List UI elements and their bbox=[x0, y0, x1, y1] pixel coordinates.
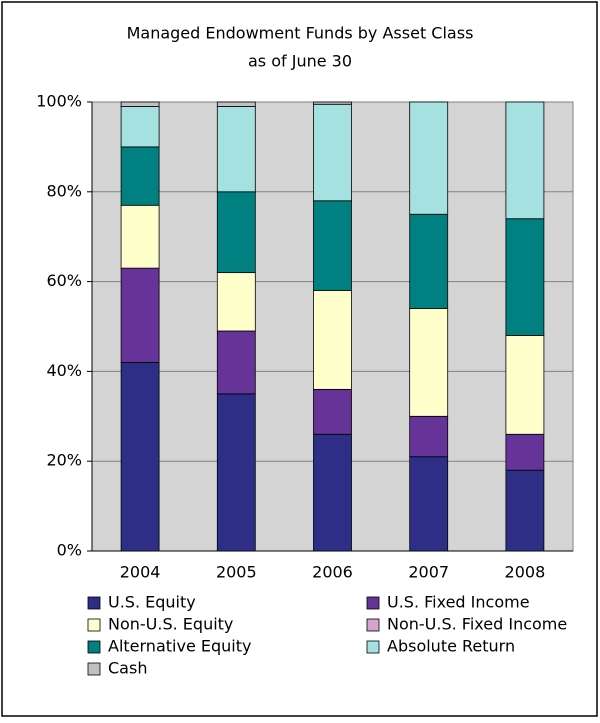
legend-swatch bbox=[87, 618, 101, 632]
legend-swatch bbox=[366, 640, 380, 654]
legend-label: Non-U.S. Equity bbox=[108, 615, 233, 634]
bar-segment bbox=[313, 290, 352, 390]
legend-label: U.S. Fixed Income bbox=[387, 593, 530, 612]
bar-segment bbox=[216, 191, 256, 274]
bar-segment bbox=[216, 101, 256, 107]
legend-swatch bbox=[87, 662, 101, 676]
bar-segment bbox=[120, 362, 160, 552]
chart-subtitle: as of June 30 bbox=[248, 52, 352, 71]
y-tick-label: 20% bbox=[46, 451, 82, 470]
bar-segment bbox=[120, 204, 160, 269]
bar-segment bbox=[409, 213, 449, 309]
bar-segment bbox=[313, 101, 352, 105]
y-tick-label: 40% bbox=[46, 361, 82, 380]
bar-segment bbox=[120, 146, 160, 206]
legend-label: Non-U.S. Fixed Income bbox=[387, 615, 567, 634]
x-tick-label: 2008 bbox=[505, 563, 546, 582]
bar-segment bbox=[409, 415, 449, 458]
bar-segment bbox=[505, 469, 545, 552]
bar-segment bbox=[409, 308, 449, 417]
x-tick-label: 2005 bbox=[216, 563, 257, 582]
legend-swatch bbox=[366, 596, 380, 610]
bar-segment bbox=[120, 101, 160, 107]
bar-segment bbox=[313, 103, 352, 202]
bar-segment bbox=[216, 330, 256, 395]
bar-segment bbox=[313, 200, 352, 291]
bar-segment bbox=[313, 388, 352, 435]
bar-segment bbox=[409, 101, 449, 215]
bar-segment bbox=[505, 218, 545, 336]
bar-segment bbox=[120, 267, 160, 363]
bar-segment bbox=[409, 456, 449, 552]
bar-segment bbox=[505, 335, 545, 435]
bar-segment bbox=[505, 433, 545, 471]
bar-segment bbox=[216, 106, 256, 193]
legend-label: Cash bbox=[108, 659, 147, 678]
y-tick-label: 80% bbox=[46, 181, 82, 200]
x-tick-label: 2004 bbox=[120, 563, 161, 582]
bar-segment bbox=[120, 106, 160, 148]
y-tick-label: 0% bbox=[57, 541, 82, 560]
legend-swatch bbox=[87, 596, 101, 610]
bar-segment bbox=[505, 101, 545, 220]
legend-label: U.S. Equity bbox=[108, 593, 196, 612]
y-tick-label: 60% bbox=[46, 271, 82, 290]
legend-label: Absolute Return bbox=[387, 637, 515, 656]
legend-swatch bbox=[366, 618, 380, 632]
y-tick-label: 100% bbox=[36, 92, 82, 111]
bar-segment bbox=[216, 393, 256, 552]
x-tick-label: 2006 bbox=[312, 563, 353, 582]
legend-label: Alternative Equity bbox=[108, 637, 251, 656]
x-tick-label: 2007 bbox=[408, 563, 449, 582]
chart-title: Managed Endowment Funds by Asset Class bbox=[127, 24, 474, 43]
legend-swatch bbox=[87, 640, 101, 654]
bar-segment bbox=[313, 433, 352, 552]
bar-segment bbox=[216, 272, 256, 332]
